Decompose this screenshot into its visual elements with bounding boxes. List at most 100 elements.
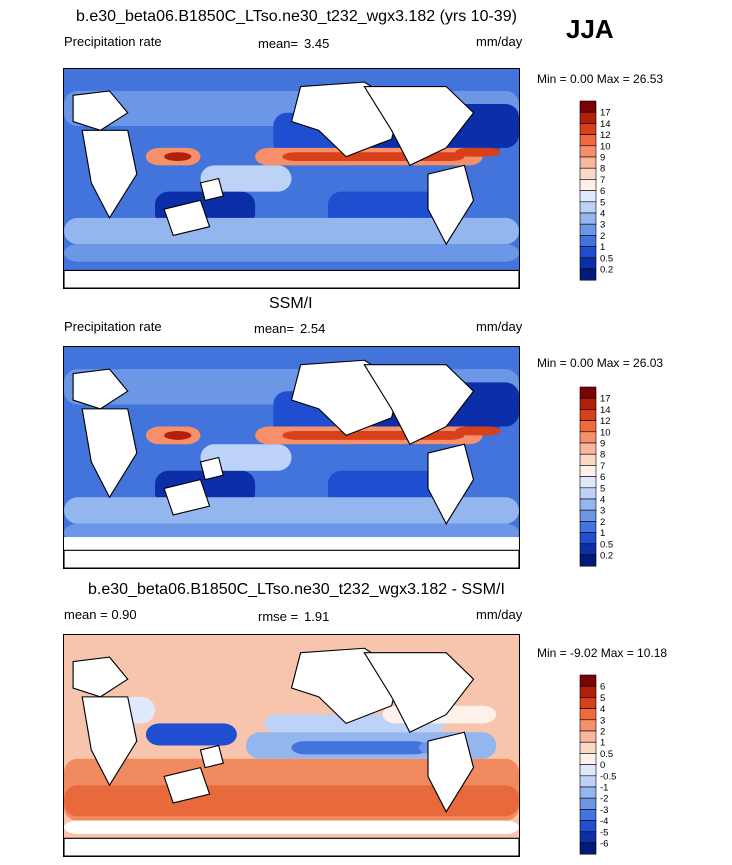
map-field [64, 69, 519, 288]
panel-3-rmse-value: 1.91 [304, 609, 330, 624]
colorbar-tick-label: 0 [600, 760, 605, 771]
colorbar-box [579, 257, 597, 270]
panel-1-min-max: Min = 0.00 Max = 26.53 [537, 72, 664, 86]
colorbar-tick-label: 17 [600, 394, 611, 405]
colorbar-tick-label: 9 [600, 439, 605, 450]
colorbar-box [579, 179, 597, 191]
colorbar-tick-label: 8 [600, 164, 605, 175]
colorbar-box [579, 764, 597, 777]
panel-2-mean-value: 2.54 [300, 321, 326, 336]
colorbar-tick-label: 14 [600, 405, 611, 416]
colorbar-box [579, 685, 597, 698]
panel-1-map [63, 68, 520, 289]
season-label: JJA [566, 14, 614, 44]
colorbar-box [579, 532, 597, 545]
colorbar-tick-label: 6 [600, 682, 605, 693]
colorbar-box [579, 697, 597, 709]
panel-2-title: SSM/I [269, 295, 313, 312]
panel-2-mean-label: mean= [254, 321, 295, 336]
colorbar-tick-label: 3 [600, 715, 605, 726]
colorbar-tick-label: 17 [600, 108, 611, 119]
panel-1-variable-label: Precipitation rate [64, 34, 162, 49]
colorbar-box [579, 797, 597, 810]
map-field [64, 635, 519, 856]
colorbar-tick-label: 5 [600, 197, 605, 208]
panel-2-variable-label: Precipitation rate [64, 319, 162, 334]
panel-3-rmse-label: rmse = [258, 609, 299, 624]
panel-2-min-max: Min = 0.00 Max = 26.03 [537, 356, 664, 370]
colorbar-box [579, 741, 597, 754]
colorbar-tick-label: 0.2 [600, 265, 613, 276]
colorbar-tick-label: 6 [600, 186, 605, 197]
colorbar-tick-label: 1 [600, 528, 605, 539]
colorbar-box [579, 212, 597, 225]
colorbar-tick-label: 12 [600, 130, 611, 141]
panel-2-map [63, 346, 520, 569]
colorbar-tick-label: 5 [600, 693, 605, 704]
colorbar-box [579, 708, 597, 721]
colorbar-box [579, 786, 597, 799]
colorbar-tick-label: 1 [600, 738, 605, 749]
colorbar-tick-label: 4 [600, 209, 605, 220]
colorbar-box [579, 674, 597, 687]
panel-1-title: b.e30_beta06.B1850C_LTso.ne30_t232_wgx3.… [76, 8, 517, 25]
colorbar-tick-label: -3 [600, 805, 608, 816]
panel-3-mean-text: mean = 0.90 [64, 607, 137, 622]
colorbar-tick-label: -6 [600, 839, 608, 850]
colorbar-box [579, 111, 597, 124]
colorbar-tick-label: 3 [600, 506, 605, 517]
colorbar-box [579, 820, 597, 833]
colorbar-tick-label: 0.5 [600, 749, 613, 760]
colorbar-tick-label: 7 [600, 461, 605, 472]
colorbar-box [579, 487, 597, 500]
colorbar-box [579, 201, 597, 214]
colorbar-box [579, 753, 597, 765]
colorbar-box [579, 223, 597, 236]
colorbar-tick-label: 0.5 [600, 539, 613, 550]
colorbar-box [579, 498, 597, 511]
colorbar-box [579, 167, 597, 180]
colorbar-tick-label: 5 [600, 483, 605, 494]
panel-1-units: mm/day [476, 34, 523, 49]
colorbar-tick-label: 6 [600, 472, 605, 483]
colorbar-tick-label: 1 [600, 242, 605, 253]
colorbar-tick-label: -0.5 [600, 771, 616, 782]
colorbar-tick-label: 10 [600, 141, 611, 152]
colorbar-box [579, 554, 597, 567]
colorbar-box [579, 831, 597, 844]
colorbar-tick-label: 3 [600, 220, 605, 231]
colorbar-tick-label: -2 [600, 794, 608, 805]
colorbar-box [579, 465, 597, 477]
colorbar-tick-label: 4 [600, 704, 605, 715]
colorbar-tick-label: 10 [600, 427, 611, 438]
colorbar-tick-label: -5 [600, 827, 608, 838]
colorbar-tick-label: 0.5 [600, 253, 613, 264]
colorbar-box [579, 156, 597, 169]
colorbar-box [579, 409, 597, 421]
colorbar-tick-label: 2 [600, 517, 605, 528]
map-field [64, 347, 519, 568]
panel-3-min-max: Min = -9.02 Max = 10.18 [537, 646, 668, 660]
colorbar-box [579, 246, 597, 259]
colorbar-box [579, 509, 597, 522]
colorbar-box [579, 386, 597, 399]
colorbar-box [579, 809, 597, 821]
panel-1-mean-value: 3.45 [304, 36, 330, 51]
colorbar-box [579, 397, 597, 410]
colorbar-box [579, 442, 597, 455]
colorbar-tick-label: 14 [600, 119, 611, 130]
colorbar-tick-label: -1 [600, 783, 608, 794]
panel-2-units: mm/day [476, 319, 523, 334]
colorbar-box [579, 719, 597, 732]
colorbar-box [579, 842, 597, 855]
colorbar-box [579, 190, 597, 203]
colorbar-box [579, 268, 597, 281]
colorbar-box [579, 145, 597, 158]
panel-3-title: b.e30_beta06.B1850C_LTso.ne30_t232_wgx3.… [88, 581, 505, 598]
colorbar-box [579, 134, 597, 147]
colorbar-tick-label: 2 [600, 727, 605, 738]
colorbar-box [579, 235, 597, 247]
